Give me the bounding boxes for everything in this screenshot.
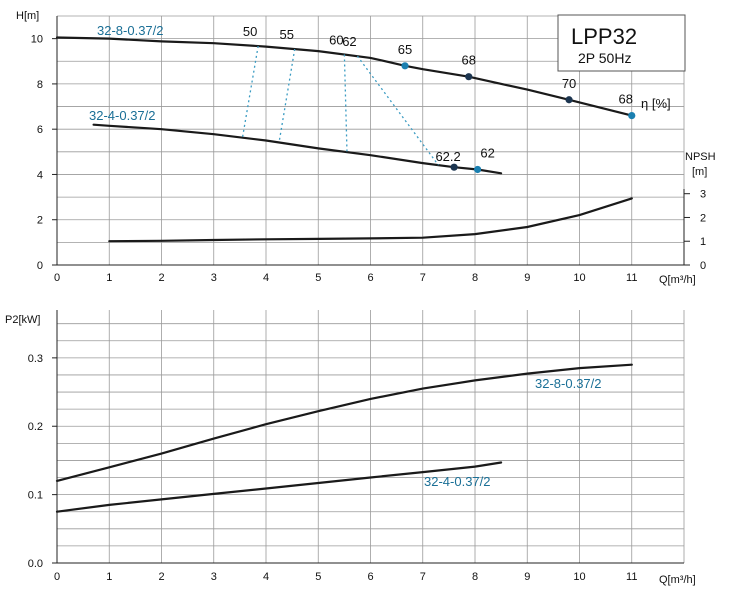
y-tick-label: 0.3	[28, 353, 43, 365]
npsh-tick-label: 1	[700, 236, 706, 248]
npsh-unit: [m]	[692, 166, 707, 178]
x-tick-label: 3	[211, 272, 217, 284]
x-tick-label: 7	[420, 272, 426, 284]
x-tick-label: 1	[106, 571, 112, 583]
efficiency-point	[474, 165, 482, 174]
efficiency-iso-line	[356, 55, 439, 166]
npsh-tick-label: 3	[700, 189, 706, 201]
efficiency-point	[628, 112, 636, 120]
x-tick-label: 11	[626, 571, 637, 583]
npsh-curve	[108, 197, 633, 243]
efficiency-point-label: 62	[480, 145, 494, 160]
x-tick-label: 5	[315, 272, 321, 284]
efficiency-iso-line	[241, 45, 259, 138]
head-series-label: 32-8-0.37/2	[97, 23, 164, 38]
x-tick-label: 8	[472, 272, 478, 284]
x-tick-label: 2	[158, 272, 164, 284]
y-tick-label: 6	[37, 124, 43, 136]
x-tick-label: 11	[626, 272, 637, 284]
npsh-tick-label: 2	[700, 212, 706, 224]
x-tick-label: 6	[367, 272, 373, 284]
x-tick-label: 4	[263, 571, 269, 583]
x-tick-label: 9	[524, 272, 530, 284]
power-curve-32-8-0.37/2	[55, 363, 633, 482]
chart-subtitle: 2P 50Hz	[578, 50, 631, 66]
x-tick-label: 4	[263, 272, 269, 284]
efficiency-point	[450, 163, 458, 171]
efficiency-iso-label: 50	[243, 24, 257, 39]
head-curve-32-8-0.37/2	[55, 36, 633, 117]
efficiency-label: η [%]	[641, 96, 671, 111]
x-axis-label: Q[m³/h]	[659, 274, 696, 286]
x-tick-label: 0	[54, 571, 60, 583]
y-tick-label: 4	[37, 169, 43, 181]
npsh-label: NPSH	[685, 151, 716, 163]
x-tick-label: 10	[573, 272, 585, 284]
x-tick-label: 6	[367, 571, 373, 583]
x-tick-label: 1	[106, 272, 112, 284]
y-axis-label: P2[kW]	[5, 314, 40, 326]
head-series-label: 32-4-0.37/2	[89, 108, 156, 123]
y-axis-label: H[m]	[16, 10, 39, 22]
chart-title: LPP32	[571, 24, 637, 49]
power-curve-32-4-0.37/2	[55, 461, 503, 513]
efficiency-point-label: 65	[398, 42, 412, 57]
efficiency-iso-line	[343, 54, 348, 153]
efficiency-point-label: 68	[619, 92, 633, 107]
y-tick-label: 8	[37, 79, 43, 91]
power-series-label: 32-8-0.37/2	[535, 376, 602, 391]
efficiency-point-label: 62.2	[435, 149, 460, 164]
y-tick-label: 0.0	[28, 558, 43, 570]
power-series-label: 32-4-0.37/2	[424, 474, 491, 489]
x-tick-label: 8	[472, 571, 478, 583]
efficiency-point	[401, 62, 409, 70]
efficiency-point	[465, 73, 473, 81]
npsh-tick-label: 0	[700, 260, 706, 272]
y-tick-label: 2	[37, 215, 43, 227]
x-tick-label: 9	[524, 571, 530, 583]
efficiency-point	[565, 96, 573, 104]
x-tick-label: 5	[315, 571, 321, 583]
x-tick-label: 7	[420, 571, 426, 583]
efficiency-iso-line	[278, 48, 296, 143]
efficiency-iso-label: 62	[342, 34, 356, 49]
y-tick-label: 0.2	[28, 421, 43, 433]
title-box	[557, 14, 686, 72]
x-tick-label: 10	[573, 571, 585, 583]
x-tick-label: 3	[211, 571, 217, 583]
efficiency-iso-label: 55	[280, 27, 294, 42]
head-curve-32-4-0.37/2	[92, 123, 503, 175]
efficiency-point-label: 68	[461, 53, 475, 68]
x-tick-label: 0	[54, 272, 60, 284]
y-tick-label: 0.1	[28, 490, 43, 502]
x-axis-label: Q[m³/h]	[659, 574, 696, 586]
efficiency-iso-label: 60	[329, 32, 343, 47]
x-tick-label: 2	[158, 571, 164, 583]
y-tick-label: 10	[31, 34, 43, 46]
efficiency-point-label: 70	[562, 76, 576, 91]
y-tick-label: 0	[37, 260, 43, 272]
